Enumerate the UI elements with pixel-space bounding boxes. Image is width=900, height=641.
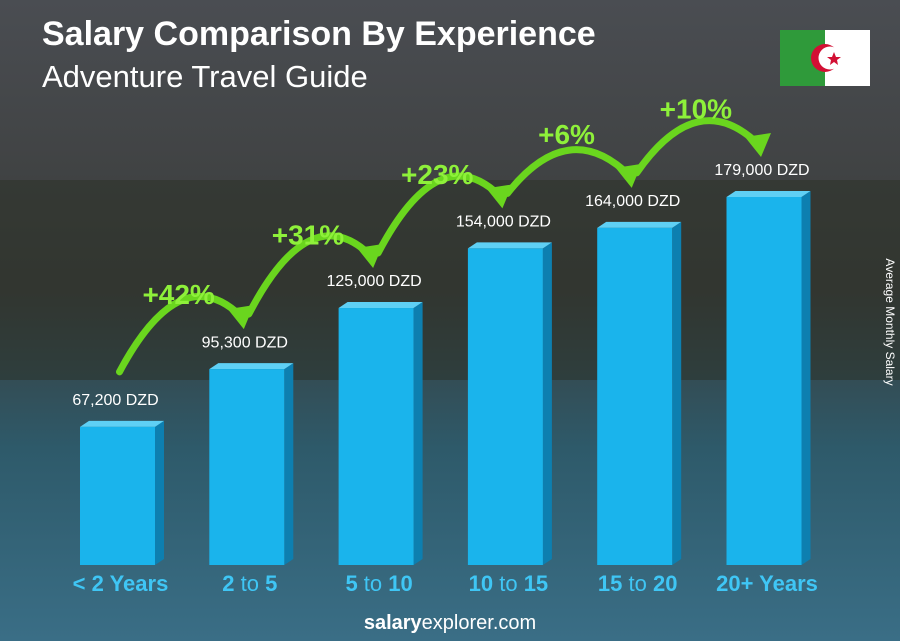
bar-side xyxy=(672,221,682,565)
value-label: 179,000 DZD xyxy=(714,162,809,179)
bar xyxy=(338,308,414,565)
x-tick-label: < 2 Years xyxy=(73,571,169,596)
x-tick-label: 15 to 20 xyxy=(598,571,678,596)
value-label: 95,300 DZD xyxy=(202,334,288,351)
chart-subtitle: Adventure Travel Guide xyxy=(42,59,368,94)
bar-top xyxy=(597,221,682,228)
change-label: +23% xyxy=(401,159,473,190)
x-tick-label: 2 to 5 xyxy=(222,571,277,596)
x-tick-label: 5 to 10 xyxy=(345,571,412,596)
bar-side xyxy=(801,191,811,565)
change-label: +6% xyxy=(538,119,595,150)
bar xyxy=(209,369,285,565)
bar-side xyxy=(542,242,552,565)
bar-side xyxy=(284,363,294,565)
bar-top xyxy=(80,420,164,427)
change-arrow xyxy=(245,232,375,318)
change-label: +31% xyxy=(272,219,344,250)
bar xyxy=(80,426,155,565)
bar xyxy=(597,227,673,565)
x-tick-label: 20+ Years xyxy=(716,571,818,596)
y-axis-label: Average Monthly Salary xyxy=(883,258,897,385)
change-label: +10% xyxy=(660,93,732,124)
change-arrowhead xyxy=(745,133,771,157)
flag xyxy=(780,30,870,86)
chart-title: Salary Comparison By Experience xyxy=(42,15,596,53)
bar-side xyxy=(413,302,423,565)
bar-top xyxy=(338,302,423,309)
bar-side xyxy=(155,420,164,565)
bar xyxy=(467,248,543,565)
bar-top xyxy=(209,363,294,370)
value-label: 164,000 DZD xyxy=(585,193,680,210)
source: salaryexplorer.com xyxy=(364,612,536,634)
change-label: +42% xyxy=(142,279,214,310)
bar-top xyxy=(726,191,811,197)
bar xyxy=(726,197,802,565)
value-label: 125,000 DZD xyxy=(327,273,422,290)
bar-top xyxy=(467,242,552,249)
change-arrow xyxy=(116,293,246,376)
change-arrow xyxy=(374,172,504,257)
change-arrow xyxy=(503,146,634,197)
value-label: 154,000 DZD xyxy=(456,214,551,231)
change-arrow xyxy=(633,117,763,177)
x-tick-label: 10 to 15 xyxy=(469,571,549,596)
value-label: 67,200 DZD xyxy=(72,392,158,409)
